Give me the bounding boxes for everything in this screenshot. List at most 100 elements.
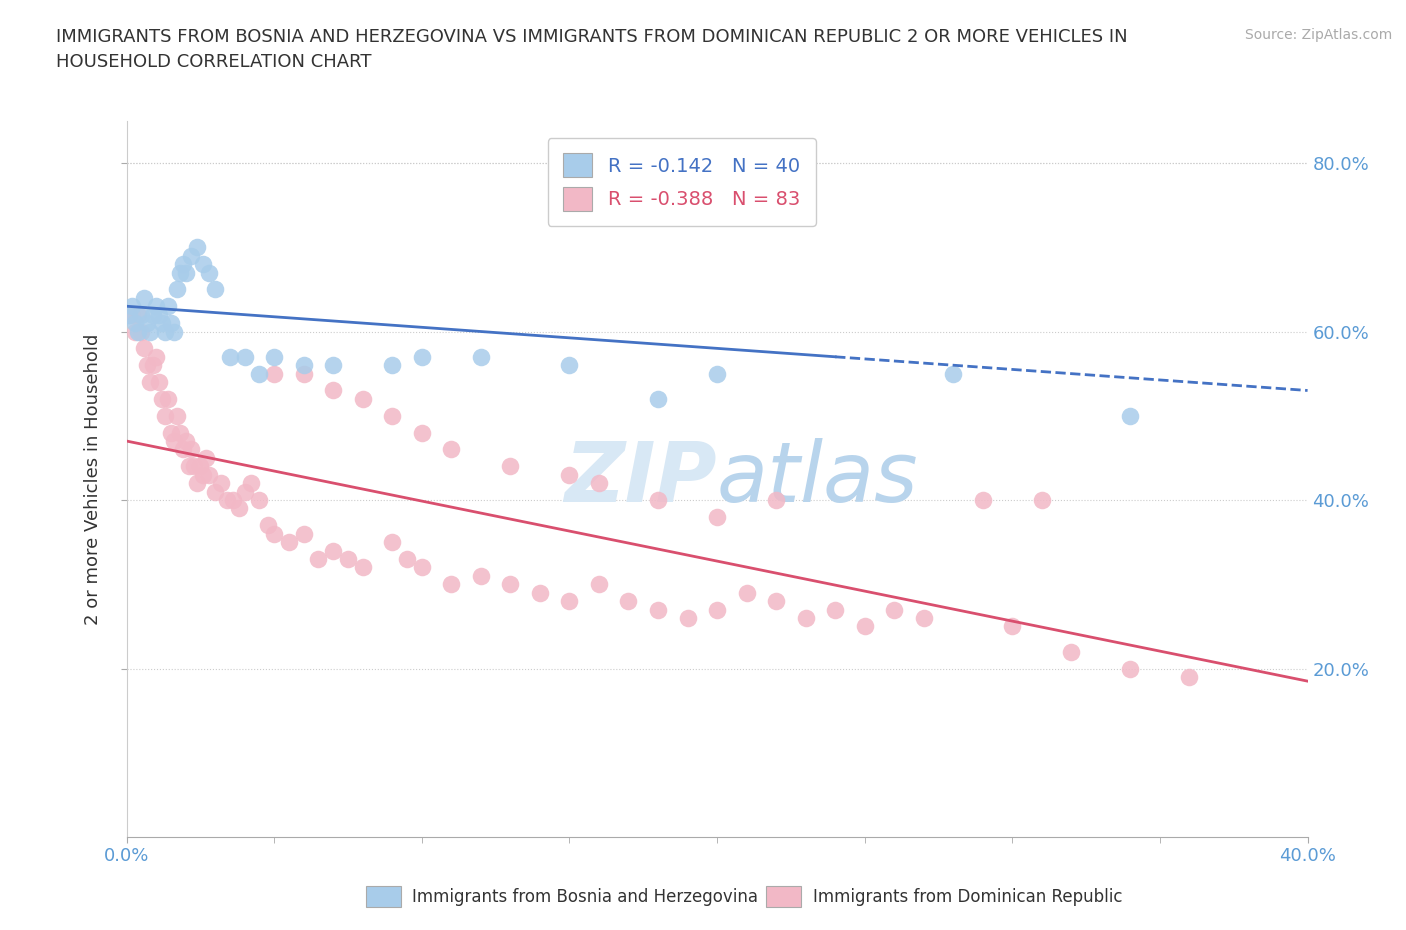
Point [193, 467, 215, 482]
Point [186, 240, 208, 255]
Point [121, 307, 143, 322]
Point [239, 476, 262, 491]
Point [337, 551, 360, 566]
Text: ZIP: ZIP [564, 438, 717, 520]
Point [172, 442, 194, 457]
Point [222, 493, 245, 508]
Point [148, 307, 170, 322]
Point [193, 257, 215, 272]
Point [824, 602, 846, 617]
Point [174, 265, 197, 280]
Point [233, 350, 256, 365]
Point [352, 560, 374, 575]
Point [183, 458, 205, 473]
Point [322, 543, 344, 558]
Point [263, 366, 285, 381]
Point [166, 408, 188, 423]
Point [794, 610, 817, 625]
Point [163, 433, 186, 448]
Point [322, 358, 344, 373]
Point [706, 510, 728, 525]
Point [440, 577, 463, 591]
Point [148, 375, 170, 390]
Point [322, 383, 344, 398]
Point [142, 358, 165, 373]
Text: atlas: atlas [717, 438, 918, 520]
Point [1060, 644, 1083, 659]
Point [529, 585, 551, 600]
Point [440, 442, 463, 457]
Point [647, 392, 669, 406]
Point [1119, 661, 1142, 676]
Point [204, 282, 226, 297]
Text: IMMIGRANTS FROM BOSNIA AND HERZEGOVINA VS IMMIGRANTS FROM DOMINICAN REPUBLIC 2 O: IMMIGRANTS FROM BOSNIA AND HERZEGOVINA V… [56, 28, 1128, 71]
Point [166, 282, 188, 297]
Point [186, 476, 208, 491]
Point [134, 341, 156, 356]
Point [470, 568, 492, 583]
Point [588, 155, 610, 170]
Point [381, 358, 404, 373]
Point [139, 375, 162, 390]
Point [228, 501, 250, 516]
Point [706, 602, 728, 617]
Point [588, 476, 610, 491]
Point [160, 425, 183, 440]
Text: Immigrants from Dominican Republic: Immigrants from Dominican Republic [813, 887, 1122, 906]
Point [883, 602, 905, 617]
Point [156, 299, 179, 313]
Point [136, 315, 159, 330]
Point [381, 408, 404, 423]
Point [180, 442, 202, 457]
Point [1031, 493, 1053, 508]
Point [735, 585, 758, 600]
Point [127, 307, 149, 322]
Point [163, 324, 186, 339]
Point [558, 358, 581, 373]
Point [150, 315, 173, 330]
Point [588, 577, 610, 591]
Point [292, 526, 315, 541]
Point [195, 450, 218, 465]
Point [647, 493, 669, 508]
Point [411, 560, 433, 575]
Point [145, 299, 167, 313]
Point [308, 551, 330, 566]
Point [558, 593, 581, 608]
Point [470, 350, 492, 365]
Point [257, 518, 280, 533]
Point [204, 485, 226, 499]
Point [411, 350, 433, 365]
Point [499, 577, 522, 591]
Point [352, 392, 374, 406]
Point [233, 485, 256, 499]
Point [139, 324, 162, 339]
Point [188, 458, 212, 473]
Point [499, 458, 522, 473]
Legend: R = -0.142   N = 40, R = -0.388   N = 83: R = -0.142 N = 40, R = -0.388 N = 83 [547, 138, 815, 226]
Point [209, 476, 232, 491]
Point [169, 265, 191, 280]
Point [169, 425, 191, 440]
Point [765, 493, 787, 508]
Point [124, 315, 146, 330]
Point [215, 493, 238, 508]
Point [647, 602, 669, 617]
Point [292, 358, 315, 373]
Point [942, 366, 965, 381]
Point [972, 493, 994, 508]
Point [136, 358, 159, 373]
Point [156, 392, 179, 406]
Point [118, 307, 141, 322]
Text: Source: ZipAtlas.com: Source: ZipAtlas.com [1244, 28, 1392, 42]
Point [172, 257, 194, 272]
Point [249, 493, 271, 508]
Point [153, 408, 176, 423]
Point [249, 366, 271, 381]
Point [180, 248, 202, 263]
Point [177, 458, 200, 473]
Point [292, 366, 315, 381]
Text: Immigrants from Bosnia and Herzegovina: Immigrants from Bosnia and Herzegovina [412, 887, 758, 906]
Point [558, 467, 581, 482]
Point [134, 290, 156, 305]
